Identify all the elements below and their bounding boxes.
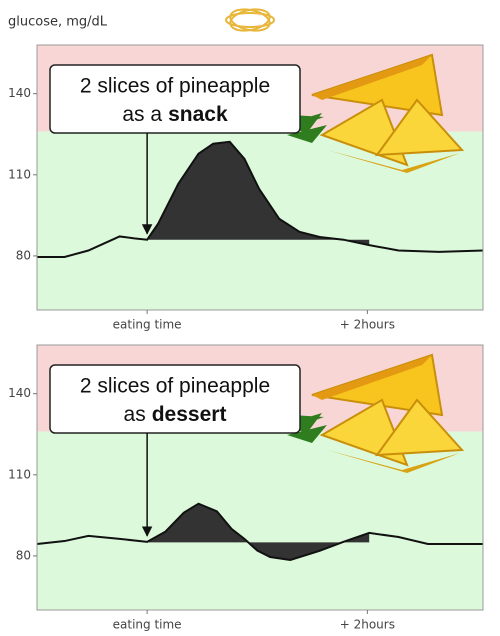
callout-prefix: as a [122, 103, 162, 126]
x-tick-label: eating time [113, 318, 182, 332]
callout-prefix: as [124, 403, 146, 426]
callout-line2: as dessert [124, 403, 227, 426]
y-tick-label: 110 [8, 467, 31, 481]
x-tick-label: + 2hours [340, 618, 395, 632]
callout-box [49, 64, 301, 134]
y-tick-label: 80 [16, 248, 31, 262]
y-tick-label: 140 [8, 86, 31, 100]
y-axis-title: glucose, mg/dL [8, 15, 108, 30]
y-tick-label: 110 [8, 167, 31, 181]
plot-frame [36, 344, 484, 611]
plot-frame [36, 44, 484, 311]
x-tick-label: + 2hours [340, 318, 395, 332]
callout-box [49, 364, 301, 434]
glucose-line [37, 140, 484, 258]
glucose-excursion [147, 141, 370, 246]
normal-zone [37, 431, 483, 610]
logo [225, 8, 275, 32]
callout-line1: 2 slices of pineapple [80, 75, 270, 98]
y-tick-label: 140 [8, 386, 31, 400]
callout-line1: 2 slices of pineapple [80, 375, 270, 398]
glucose-excursion [147, 503, 370, 560]
callout-bold: dessert [152, 403, 227, 426]
x-tick-label: eating time [113, 618, 182, 632]
glucose-line [36, 502, 483, 561]
y-tick-label: 80 [16, 548, 31, 562]
callout-bold: snack [168, 103, 228, 126]
callout-line2: as a snack [122, 103, 228, 126]
